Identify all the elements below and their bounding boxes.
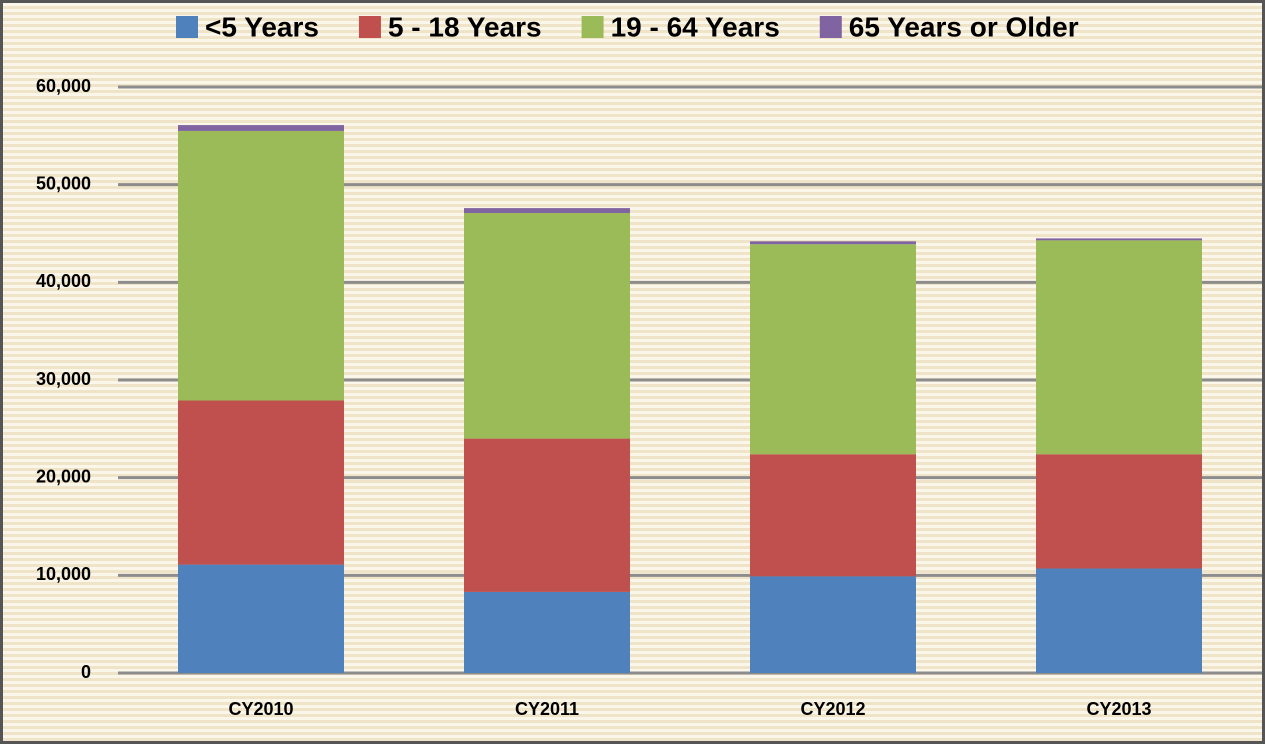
y-tick-label: 40,000	[36, 271, 91, 291]
bar-segment	[464, 212, 630, 439]
bar-segment	[1036, 454, 1202, 569]
y-tick-label: 30,000	[36, 369, 91, 389]
legend-label: 5 - 18 Years	[388, 11, 542, 42]
y-tick-label: 60,000	[36, 76, 91, 96]
bar-segment	[750, 244, 916, 455]
legend-swatch	[176, 16, 198, 38]
bar-segment	[750, 576, 916, 673]
bar-segment	[1036, 238, 1202, 241]
y-tick-label: 10,000	[36, 564, 91, 584]
bar-segment	[750, 241, 916, 245]
bar-segment	[464, 591, 630, 673]
bar-segment	[178, 564, 344, 673]
bar-segment	[464, 438, 630, 592]
x-tick-label: CY2013	[1086, 699, 1151, 719]
bar-segment	[464, 208, 630, 213]
legend-swatch	[819, 16, 842, 38]
chart: 0 10,000 20,000 30,000 40,000 50,000 60,000 CY2…	[36, 11, 1262, 719]
y-tick-label: 50,000	[36, 173, 91, 193]
bar-segment	[178, 125, 344, 131]
legend-label: <5 Years	[205, 11, 319, 42]
legend-label: 65 Years or Older	[849, 11, 1079, 42]
y-tick-label: 20,000	[36, 466, 91, 486]
bar-segment	[178, 400, 344, 565]
bar-segment	[1036, 240, 1202, 455]
bar-segment	[750, 454, 916, 577]
x-tick-label: CY2010	[228, 699, 293, 719]
legend-swatch	[581, 16, 604, 38]
bar-segment	[178, 130, 344, 401]
legend-swatch	[358, 16, 381, 38]
bar-segment	[1036, 568, 1202, 673]
legend-label: 19 - 64 Years	[611, 11, 780, 42]
x-tick-label: CY2012	[800, 699, 865, 719]
x-tick-label: CY2011	[515, 699, 579, 719]
y-tick-label: 0	[81, 662, 91, 682]
